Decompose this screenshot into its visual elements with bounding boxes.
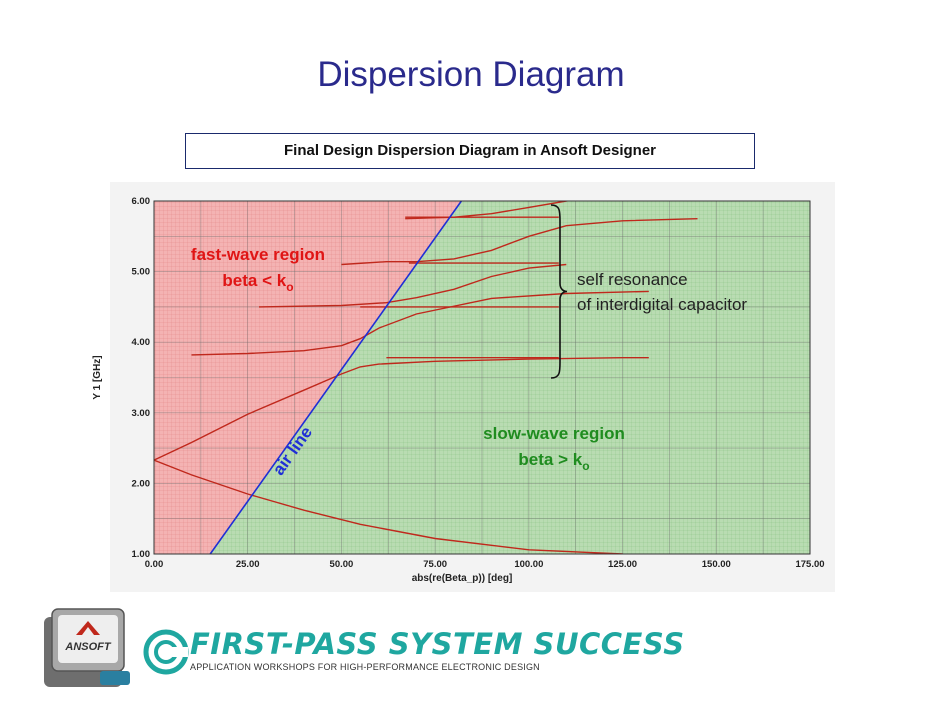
slow-wave-region-label: slow-wave region — [483, 424, 625, 443]
y-tick-label: 3.00 — [132, 408, 151, 419]
ansoft-logo-text: ANSOFT — [64, 641, 112, 653]
x-tick-label: 150.00 — [702, 559, 731, 570]
banner-title: FIRST-PASS SYSTEM SUCCESS — [190, 627, 685, 661]
dispersion-curve-4 — [258, 263, 567, 308]
dispersion-curve-3 — [191, 290, 649, 356]
chart-caption: Final Design Dispersion Diagram in Ansof… — [185, 133, 755, 169]
y-tick-label: 5.00 — [132, 267, 151, 278]
globe-icon — [143, 629, 189, 675]
annotation-line-2: of interdigital capacitor — [577, 295, 747, 314]
x-tick-label: 50.00 — [330, 559, 354, 570]
y-axis-label: Y 1 [GHz] — [92, 355, 103, 399]
annotation-line-1: self resonance — [577, 270, 688, 289]
dispersion-curve-1 — [154, 459, 623, 554]
slow-wave-region-sublabel: beta > ko — [518, 450, 589, 473]
slow-wave-region-subscript: o — [582, 459, 589, 473]
plot-frame — [153, 200, 811, 555]
fast-wave-region-subscript: o — [286, 280, 293, 294]
first-pass-banner: FIRST-PASS SYSTEM SUCCESS APPLICATION WO… — [142, 627, 684, 677]
x-tick-label: 125.00 — [608, 559, 637, 570]
air-line — [209, 201, 463, 554]
x-tick-label: 25.00 — [236, 559, 260, 570]
x-tick-label: 175.00 — [795, 559, 824, 570]
x-tick-label: 100.00 — [514, 559, 543, 570]
y-tick-label: 1.00 — [132, 549, 151, 560]
y-tick-label: 2.00 — [132, 478, 151, 489]
dispersion-chart: 0.00 25.00 50.00 75.00 100.00 125.00 150.00 175… — [92, 182, 835, 592]
slide-title: Dispersion Diagram — [317, 55, 625, 94]
ansoft-logo: ANSOFT — [42, 605, 142, 690]
dispersion-curve-5 — [341, 218, 698, 266]
fast-wave-region-sublabel: beta < ko — [222, 271, 293, 294]
x-tick-label: 75.00 — [423, 559, 447, 570]
y-tick-label: 6.00 — [132, 196, 151, 207]
y-tick-label: 4.00 — [132, 337, 151, 348]
x-axis-label: abs(re(Beta_p)) [deg] — [412, 573, 513, 584]
fast-wave-region-label: fast-wave region — [191, 245, 325, 264]
banner-subtitle: APPLICATION WORKSHOPS FOR HIGH-PERFORMAN… — [190, 662, 540, 672]
resonance-brace — [550, 204, 568, 379]
x-tick-label: 0.00 — [145, 559, 164, 570]
